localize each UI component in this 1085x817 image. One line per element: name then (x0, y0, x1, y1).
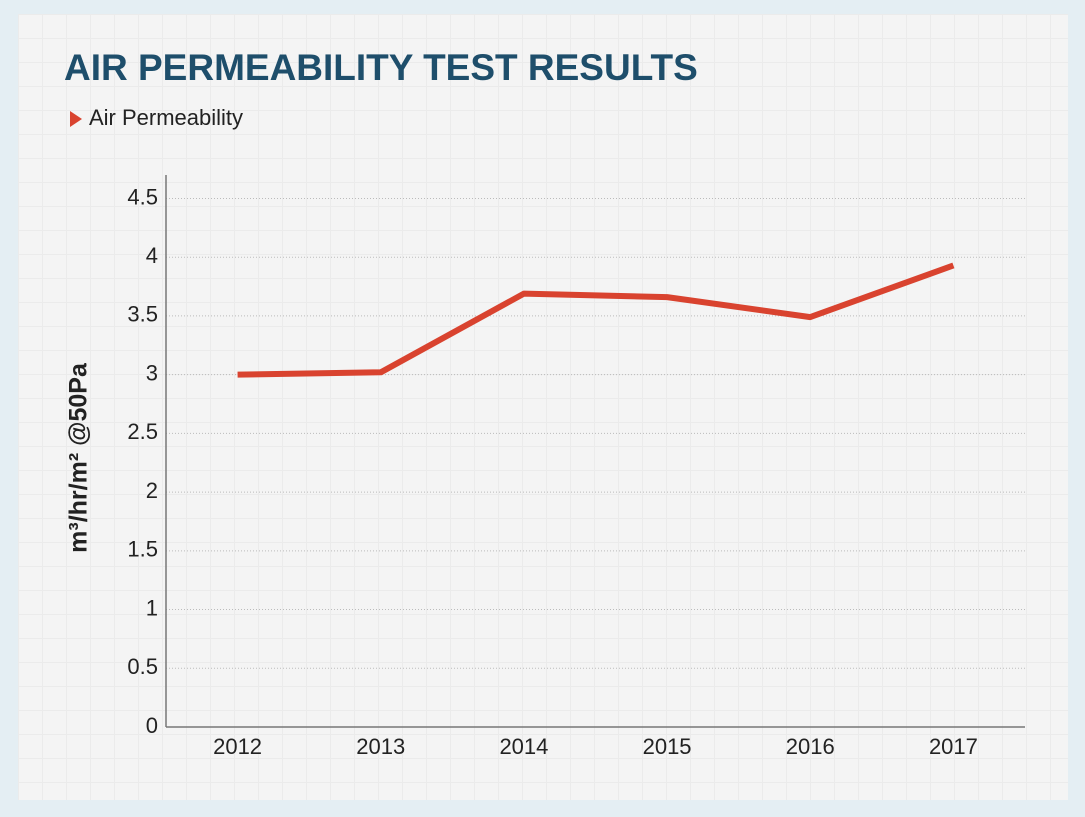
chart-title: AIR PERMEABILITY TEST RESULTS (64, 47, 698, 88)
x-tick-label: 2017 (929, 734, 978, 759)
y-tick-label: 0.5 (127, 654, 158, 679)
x-tick-label: 2016 (786, 734, 835, 759)
x-tick-label: 2015 (643, 734, 692, 759)
x-tick-label: 2013 (356, 734, 405, 759)
y-tick-label: 3.5 (127, 302, 158, 327)
y-tick-label: 2.5 (127, 419, 158, 444)
y-tick-label: 4.5 (127, 184, 158, 209)
x-tick-label: 2012 (213, 734, 262, 759)
y-tick-label: 0 (146, 713, 158, 738)
y-tick-label: 3 (146, 360, 158, 385)
y-tick-label: 2 (146, 478, 158, 503)
panel (18, 14, 1068, 800)
y-tick-label: 1 (146, 595, 158, 620)
y-axis-label: m³/hr/m² @50Pa (65, 362, 93, 553)
legend-label: Air Permeability (89, 105, 243, 130)
line (237, 262, 955, 378)
y-tick-label: 4 (146, 243, 158, 268)
x-tick-label: 2014 (499, 734, 548, 759)
y-tick-label: 1.5 (127, 537, 158, 562)
legend-marker (70, 111, 82, 127)
